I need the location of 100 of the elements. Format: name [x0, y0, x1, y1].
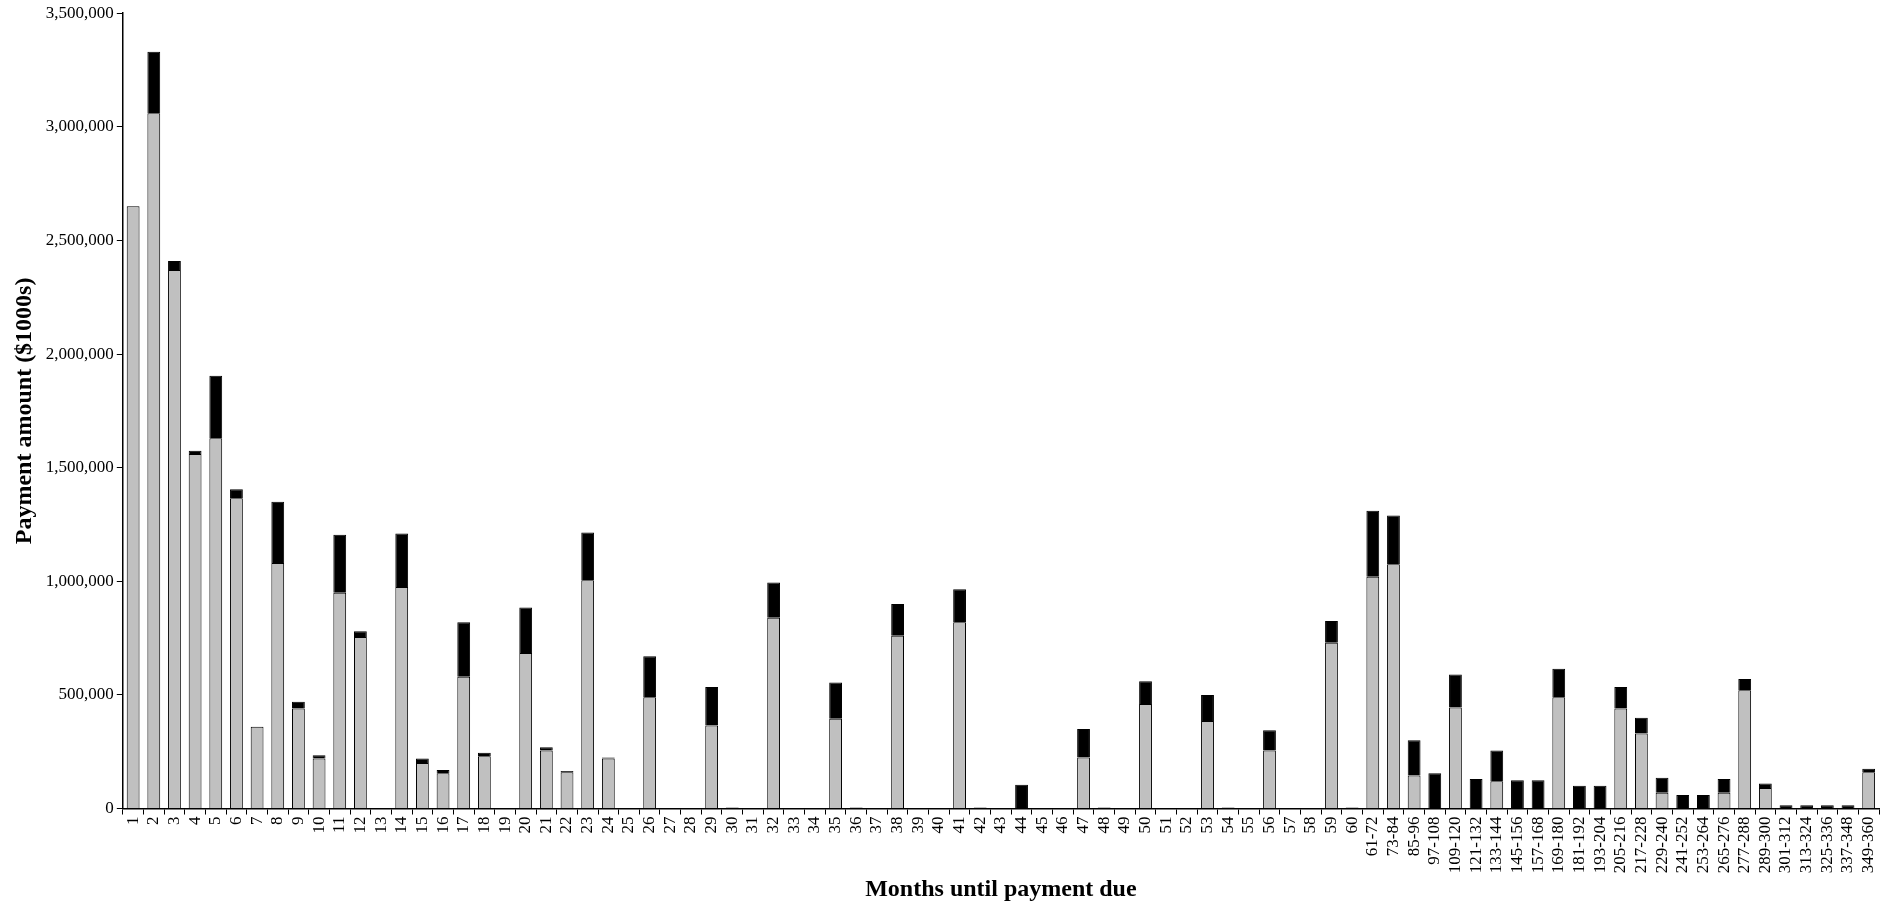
x-axis-title: Months until payment due [865, 874, 1137, 901]
x-tick-label: 11 [329, 816, 349, 833]
x-tick-label: 325-336 [1816, 816, 1836, 874]
x-tick-label: 121-132 [1465, 816, 1485, 874]
x-tick-label: 6 [225, 816, 245, 826]
x-tick-label: 97-108 [1424, 816, 1444, 865]
x-tick-label: 60 [1341, 816, 1361, 834]
y-tick-label: 500,000 [58, 684, 114, 704]
x-tick-label: 7 [246, 816, 266, 826]
x-tick-label: 45 [1031, 816, 1051, 834]
x-tick-label: 54 [1217, 816, 1237, 834]
x-tick-label: 12 [349, 816, 369, 834]
x-tick-label: 20 [515, 816, 535, 834]
x-tick-label: 34 [804, 816, 824, 834]
x-tick-label: 241-252 [1672, 816, 1692, 874]
x-tick-label: 337-348 [1837, 816, 1857, 874]
bar [1387, 515, 1400, 565]
x-tick-label: 217-228 [1630, 816, 1650, 874]
x-tick-label: 58 [1300, 816, 1320, 834]
x-tick-label: 205-216 [1610, 816, 1630, 874]
x-tick-label: 313-324 [1796, 816, 1816, 874]
x-tick-label: 29 [701, 816, 721, 834]
x-tick-label: 18 [473, 816, 493, 834]
y-tick-label: 2,000,000 [45, 343, 114, 363]
x-tick-label: 19 [494, 816, 514, 834]
x-tick-label: 22 [556, 816, 576, 834]
x-tick-label: 14 [391, 816, 411, 834]
bar [1325, 621, 1338, 643]
x-tick-label: 265-276 [1713, 816, 1733, 874]
y-tick-label: 3,500,000 [45, 2, 114, 22]
x-tick-label: 26 [639, 816, 659, 834]
x-tick-label: 50 [1135, 816, 1154, 834]
x-tick-label: 37 [866, 816, 886, 834]
x-tick-label: 25 [618, 816, 638, 834]
x-tick-label: 277-288 [1734, 816, 1754, 874]
x-tick-label: 57 [1279, 816, 1299, 834]
y-tick-label: 2,500,000 [45, 229, 114, 249]
x-tick-label: 28 [680, 816, 700, 834]
x-tick-label: 169-180 [1548, 816, 1568, 874]
x-tick-label: 56 [1258, 816, 1278, 834]
x-tick-label: 1 [122, 816, 142, 826]
x-tick-label: 73-84 [1382, 816, 1402, 857]
x-tick-label: 9 [287, 816, 307, 826]
bar [1263, 730, 1276, 751]
x-tick-label: 21 [535, 816, 555, 834]
x-tick-label: 55 [1238, 816, 1258, 834]
x-tick-label: 40 [928, 816, 948, 834]
x-tick-label: 193-204 [1589, 816, 1609, 874]
y-axis-title: Payment amount ($1000s) [9, 277, 36, 545]
x-tick-label: 15 [411, 816, 431, 834]
x-tick-label: 23 [577, 816, 597, 834]
x-tick-label: 30 [721, 816, 741, 834]
x-tick-label: 24 [597, 816, 617, 834]
bar [1449, 674, 1462, 708]
x-tick-label: 46 [1052, 816, 1072, 834]
x-tick-label: 157-168 [1527, 816, 1547, 874]
x-tick-label: 85-96 [1403, 816, 1423, 857]
x-tick-label: 43 [990, 816, 1010, 834]
x-tick-label: 33 [783, 816, 803, 834]
x-tick-label: 41 [949, 816, 969, 834]
x-tick-label: 13 [370, 816, 390, 834]
x-tick-label: 39 [907, 816, 927, 834]
x-tick-label: 38 [887, 816, 907, 834]
x-tick-label: 44 [1011, 816, 1031, 834]
x-tick-label: 47 [1073, 816, 1093, 834]
x-tick-label: 32 [763, 816, 783, 834]
bar [953, 589, 966, 623]
x-tick-label: 301-312 [1775, 816, 1795, 874]
y-tick-label: 3,000,000 [45, 116, 114, 136]
x-tick-label: 35 [825, 816, 845, 834]
y-tick-label: 1,500,000 [45, 457, 114, 477]
x-tick-label: 4 [184, 816, 204, 826]
x-tick-label: 31 [742, 816, 762, 834]
x-tick-label: 36 [845, 816, 865, 834]
x-tick-label: 27 [659, 816, 679, 834]
x-tick-label: 42 [969, 816, 989, 834]
x-tick-label: 17 [453, 816, 473, 834]
bar [891, 604, 904, 636]
x-tick-label: 349-360 [1858, 816, 1878, 874]
bar [1077, 729, 1090, 758]
x-tick-label: 59 [1320, 816, 1340, 834]
x-tick-label: 289-300 [1754, 816, 1774, 874]
x-tick-label: 5 [205, 816, 225, 826]
x-tick-label: 181-192 [1568, 816, 1588, 874]
x-tick-label: 253-264 [1692, 816, 1712, 874]
x-tick-label: 2 [143, 816, 163, 826]
x-tick-label: 53 [1196, 816, 1216, 834]
x-tick-label: 10 [308, 816, 328, 834]
x-tick-label: 109-120 [1444, 816, 1464, 874]
x-tick-label: 3 [163, 816, 183, 826]
x-tick-label: 52 [1176, 816, 1196, 834]
x-tick-label: 229-240 [1651, 816, 1671, 874]
x-tick-label: 16 [432, 816, 452, 834]
x-tick-label: 51 [1155, 816, 1175, 834]
x-tick-label: 133-144 [1486, 816, 1506, 874]
y-tick-label: 1,000,000 [45, 570, 114, 590]
x-tick-label: 48 [1093, 816, 1113, 834]
y-tick-label: 0 [105, 798, 114, 818]
x-tick-label: 145-156 [1506, 816, 1526, 874]
x-tick-label: 49 [1114, 816, 1134, 834]
